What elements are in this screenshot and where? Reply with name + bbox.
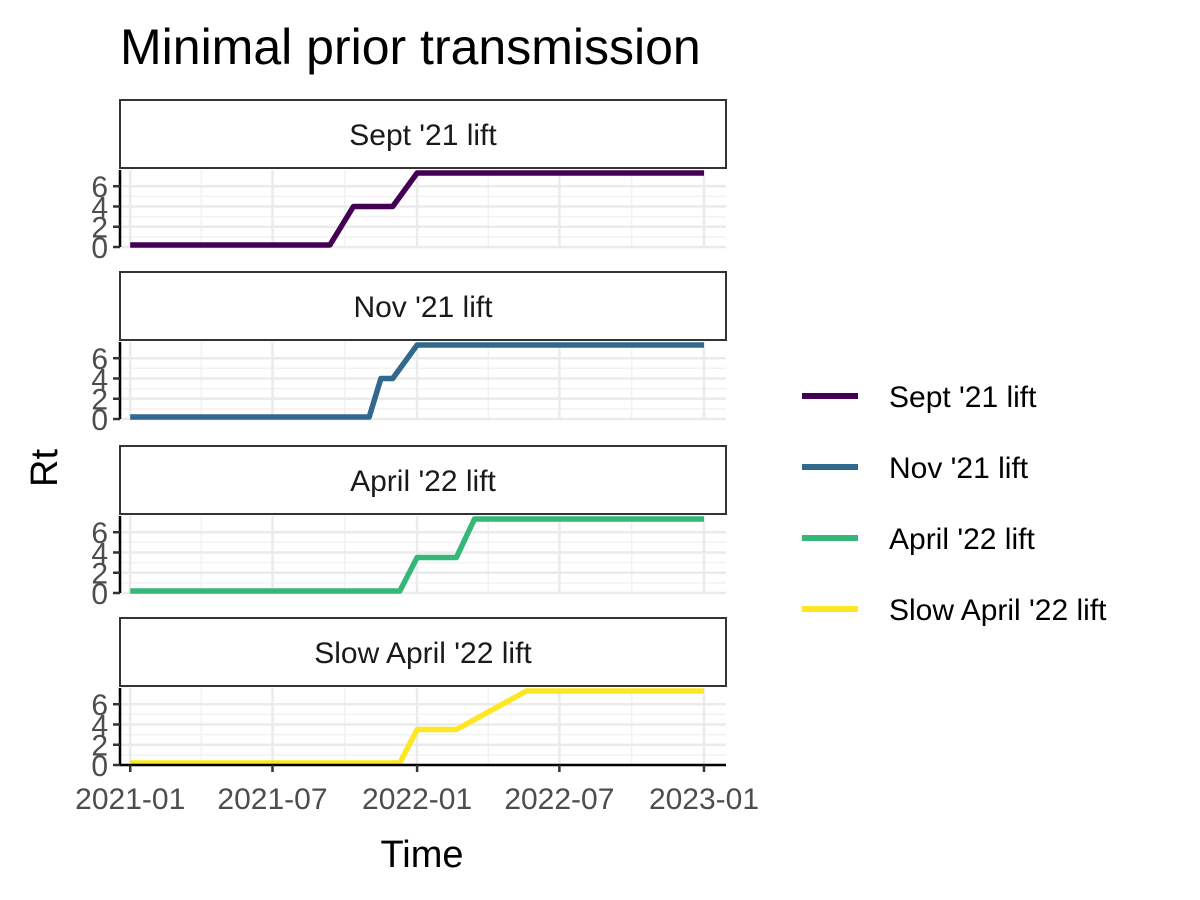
x-tick-label: 2021-01: [75, 783, 185, 816]
x-tick-label: 2022-07: [504, 783, 614, 816]
chart-title: Minimal prior transmission: [120, 19, 701, 75]
legend-label: Sept '21 lift: [889, 381, 1037, 414]
x-axis: 2021-01 2021-07 2022-01 2022-07 2023-01: [75, 763, 759, 816]
series-line: [130, 170, 704, 248]
facet-strip: [119, 99, 727, 169]
y-tick-label: 0: [91, 578, 108, 611]
y-tick-label: 6: [91, 171, 108, 204]
y-tick-label: 0: [91, 232, 108, 265]
y-tick-label: 2: [91, 558, 108, 591]
legend-label: April '22 lift: [889, 523, 1035, 556]
legend-label: Slow April '22 lift: [889, 594, 1107, 627]
y-tick-label: 0: [91, 404, 108, 437]
x-tick-label: 2023-01: [649, 783, 759, 816]
x-tick-label: 2021-07: [217, 783, 327, 816]
facet-strip: [119, 271, 727, 341]
y-tick-label: 6: [91, 689, 108, 722]
y-tick-label: 2: [91, 384, 108, 417]
y-tick-label: 6: [91, 517, 108, 550]
y-tick-label: 4: [91, 709, 108, 742]
y-tick-label: 4: [91, 537, 108, 570]
y-tick-label: 4: [91, 191, 108, 224]
x-axis-title: Time: [380, 834, 463, 876]
facet-strip: [119, 445, 727, 515]
y-axis-title: Rt: [24, 449, 66, 487]
y-tick-label: 0: [91, 750, 108, 783]
legend: Sept '21 lift Nov '21 lift April '22 lift S…: [802, 381, 1107, 627]
y-tick-label: 4: [91, 363, 108, 396]
series-line: [130, 688, 704, 766]
facet-strip-label: Sept '21 lift: [349, 119, 497, 152]
y-tick-label: 2: [91, 212, 108, 245]
facet-strip-label: Nov '21 lift: [353, 291, 493, 324]
series-line: [130, 516, 704, 594]
facet-strip: [119, 617, 727, 687]
x-tick-label: 2022-01: [362, 783, 472, 816]
y-tick-label: 6: [91, 343, 108, 376]
facet-strip-label: April '22 lift: [350, 465, 496, 498]
legend-label: Nov '21 lift: [889, 452, 1029, 485]
y-tick-label: 2: [91, 730, 108, 763]
facet-strip-label: Slow April '22 lift: [314, 637, 532, 670]
series-line: [130, 342, 704, 420]
